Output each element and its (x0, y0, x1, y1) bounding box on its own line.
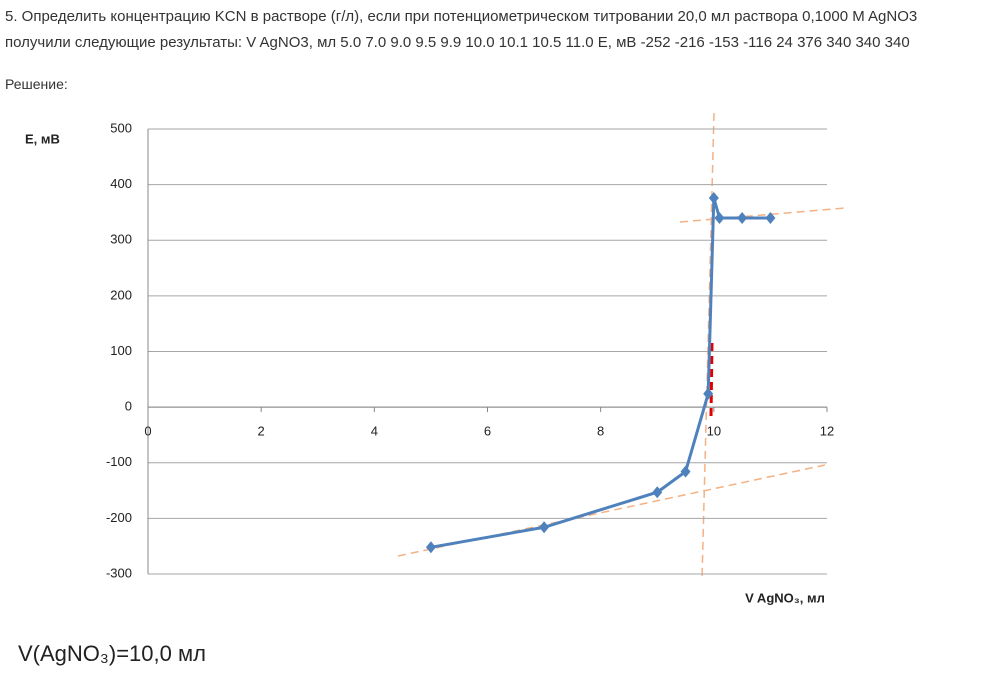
data-point (539, 521, 550, 534)
y-tick-label: -200 (106, 510, 132, 525)
data-point (708, 191, 719, 204)
data-point (703, 387, 714, 400)
data-point (425, 541, 436, 554)
problem-text: 5. Определить концентрацию KCN в раствор… (5, 8, 918, 25)
y-tick-label: -100 (106, 454, 132, 469)
x-tick-label: 12 (820, 424, 834, 439)
construction-lines (397, 112, 846, 581)
answer: V(AgNO₃)=10,0 мл (18, 641, 206, 666)
x-tick-label: 6 (484, 424, 491, 439)
x-tick-label: 0 (144, 424, 151, 439)
y-tick-label: 200 (110, 287, 132, 302)
data-point (680, 465, 691, 478)
x-tick-label: 2 (258, 424, 265, 439)
y-tick-label: -300 (106, 565, 132, 580)
y-tick-label: 100 (110, 343, 132, 358)
x-tick-label: 4 (371, 424, 378, 439)
data-point (765, 212, 776, 224)
x-tick-label: 10 (707, 424, 721, 439)
y-axis-label: E, мВ (25, 131, 60, 146)
data-point (737, 212, 748, 224)
y-tick-label: 500 (110, 120, 132, 135)
problem-text: получили следующие результаты: V AgNO3, … (5, 34, 910, 51)
solution-label: Решение: (5, 76, 68, 92)
x-tick-label: 8 (597, 424, 604, 439)
construction-line (679, 207, 846, 223)
data-point (652, 486, 663, 499)
data-line (430, 196, 771, 549)
data-point (714, 212, 725, 224)
y-tick-label: 400 (110, 176, 132, 191)
x-axis-label: V AgNO₃, мл (745, 590, 825, 605)
y-tick-label: 0 (125, 399, 132, 414)
y-tick-label: 300 (110, 232, 132, 247)
construction-line (709, 342, 714, 418)
